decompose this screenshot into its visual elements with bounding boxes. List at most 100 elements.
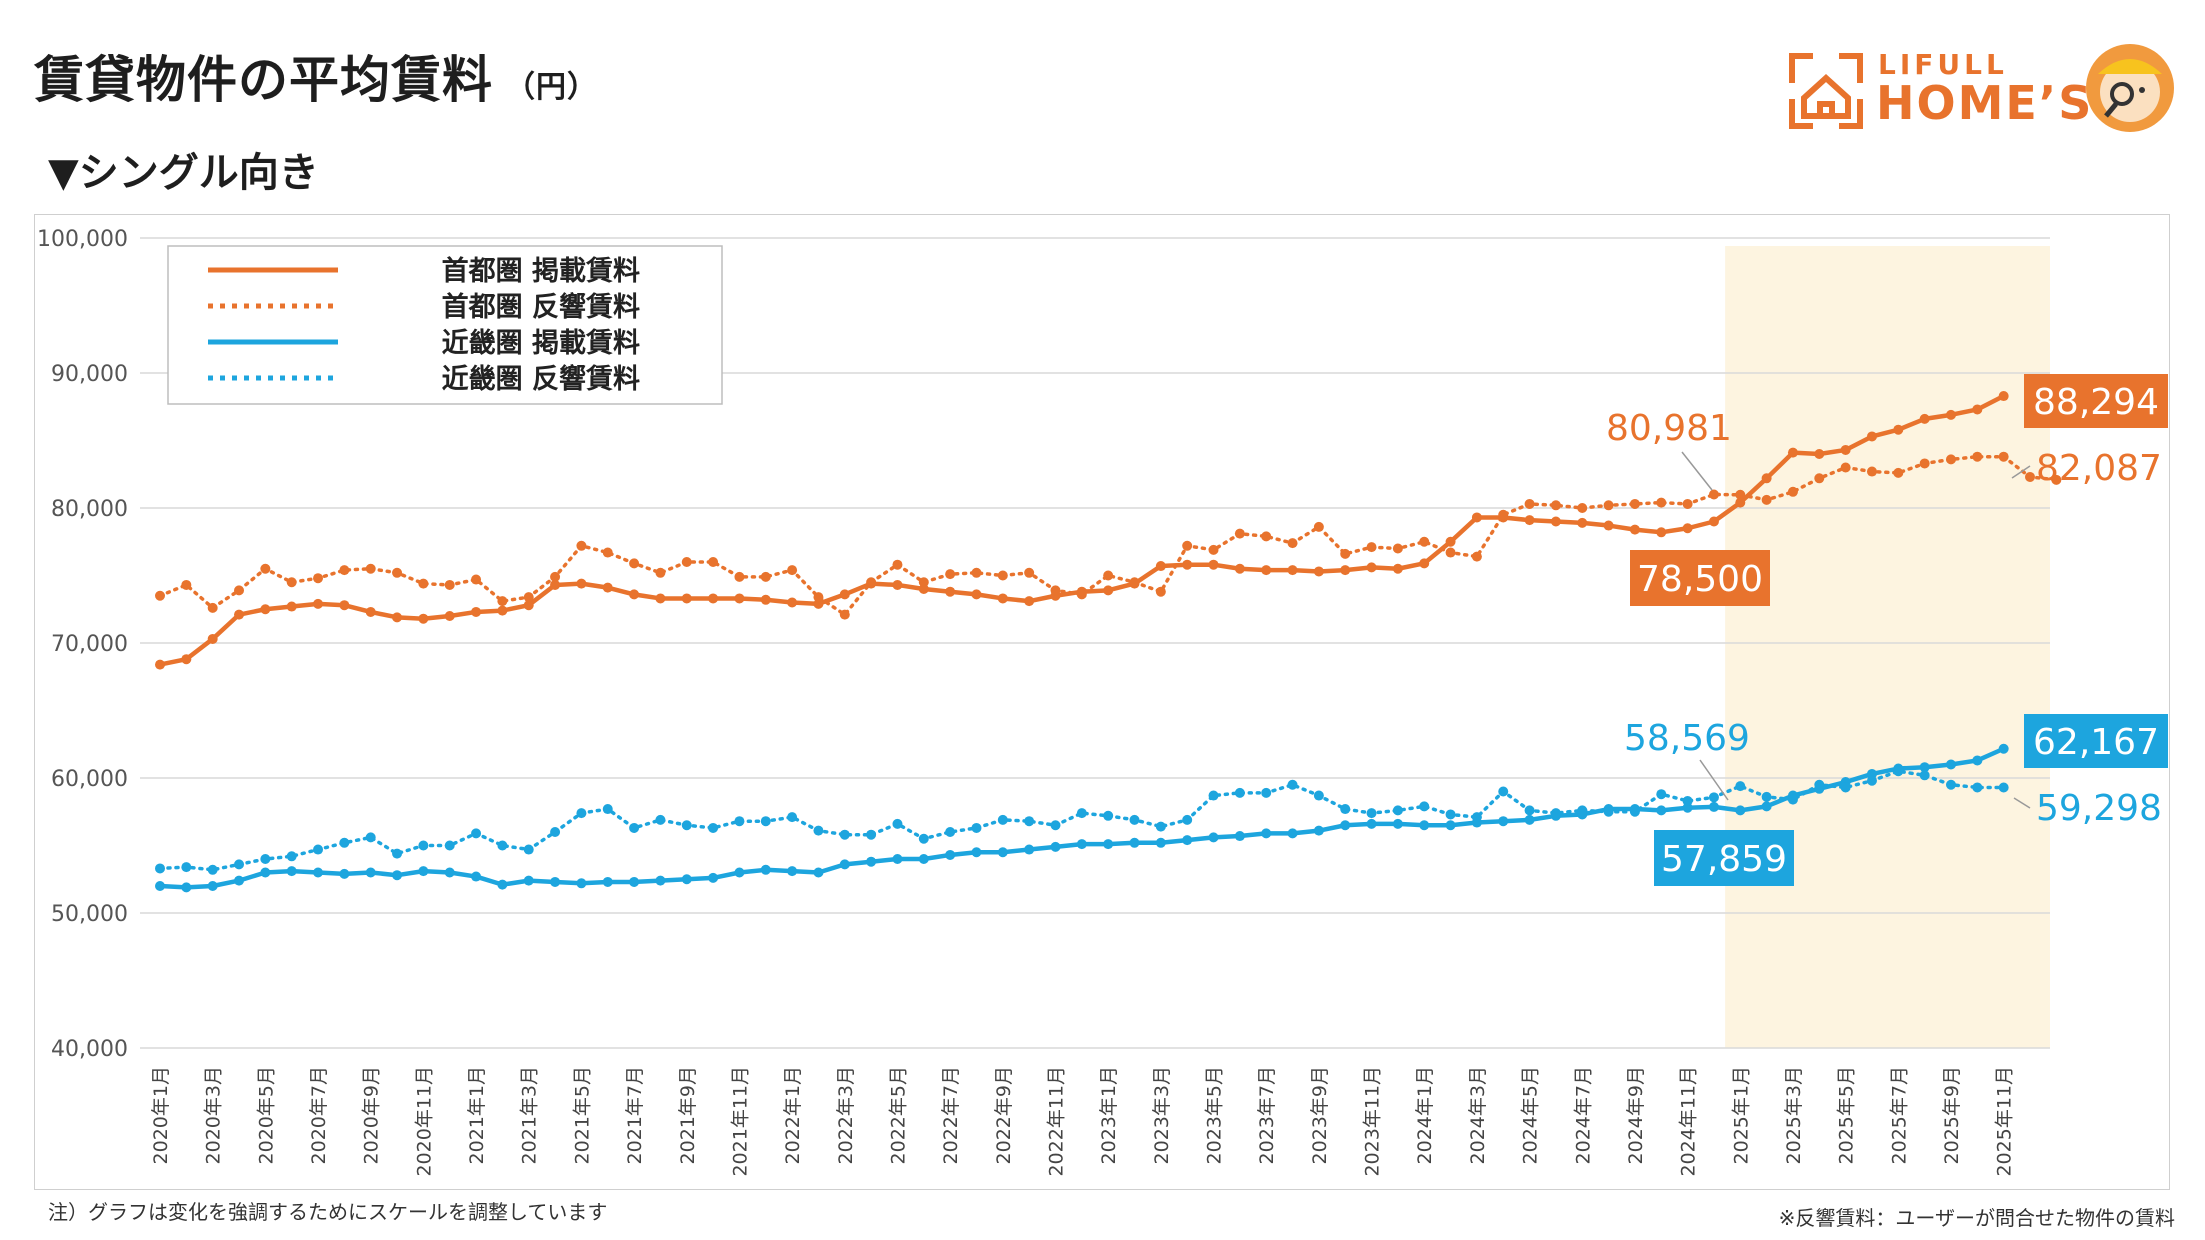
data-point [892,854,903,864]
data-point [365,867,376,878]
data-point [813,592,824,603]
data-point [1366,808,1377,819]
y-tick-label: 60,000 [51,767,128,792]
x-tick-label: 2024年11月 [1678,1066,1700,1177]
data-point [1972,782,1983,793]
data-point [1024,596,1035,607]
data-point [1498,816,1509,827]
x-tick-label: 2021年3月 [519,1066,541,1164]
data-point [997,847,1008,858]
data-point [1866,431,1877,442]
data-point [1366,562,1377,573]
data-point [181,862,192,873]
data-point [1577,517,1588,528]
data-point [866,577,877,588]
data-point [1735,497,1746,508]
data-point [1471,512,1482,523]
x-tick-label: 2022年3月 [835,1066,857,1164]
y-tick-label: 50,000 [51,902,128,927]
data-point [1629,806,1640,817]
data-point [1577,805,1588,816]
data-point [892,579,903,590]
data-point [207,633,218,644]
data-point [1419,820,1430,831]
data-point [1313,790,1324,801]
brand-logo[interactable]: LIFULL HOME’S [1780,40,2180,140]
data-point [1550,516,1561,527]
data-point [471,828,482,839]
data-point [523,875,534,886]
data-point [1498,509,1509,520]
data-point [1445,820,1456,831]
data-point [444,867,455,878]
callout-label: 78,500 [1637,559,1763,600]
callout-leader [1699,759,1729,801]
data-point [1998,451,2009,462]
data-point [1234,831,1245,842]
x-tick-label: 2021年9月 [677,1066,699,1164]
x-tick-label: 2024年7月 [1572,1066,1594,1164]
data-point [1129,577,1140,588]
legend-label: 首都圏 反響賃料 [442,291,640,323]
data-point [234,609,245,620]
data-point [550,827,561,837]
x-tick-label: 2020年1月 [150,1066,172,1164]
data-point [1656,789,1667,800]
callout-box [2024,714,2168,768]
highlight-band-2025 [1725,246,2050,1048]
data-point [1682,795,1693,806]
data-point [1603,520,1614,531]
data-point [1787,794,1798,805]
callout-box [1630,550,1770,606]
data-point [708,557,719,567]
y-tick-label: 80,000 [51,497,128,522]
data-point [523,844,534,855]
data-point [444,611,455,621]
data-point [1735,489,1746,500]
data-point [1340,565,1351,576]
x-tick-label: 2020年5月 [255,1066,277,1164]
data-point [1129,837,1140,848]
data-point [1814,449,1825,459]
data-point [1182,559,1193,570]
data-point [971,589,982,600]
data-point [181,654,192,665]
data-point [681,593,692,604]
scale-note: 注）グラフは変化を強調するためにスケールを調整しています [48,1200,608,1224]
data-point [576,578,587,589]
data-point [1261,565,1272,576]
data-point [155,590,165,601]
data-point [1998,782,2009,793]
data-point [181,882,192,893]
data-point [1787,486,1798,497]
callout-label: 58,569 [1624,718,1750,759]
data-point [1603,806,1614,817]
data-point [497,596,508,607]
data-point [1498,786,1509,797]
logo-text-lifull: LIFULL [1878,48,2008,81]
data-point [1445,547,1456,558]
y-tick-label: 90,000 [51,362,128,387]
data-point [550,579,561,590]
data-point [471,606,482,617]
data-point [787,812,798,823]
data-point [1234,563,1245,574]
data-point [839,609,850,620]
data-point [708,822,719,833]
data-point [1814,473,1825,484]
data-point [1656,497,1667,508]
data-point [1682,523,1693,534]
data-point [339,600,350,611]
data-point [1261,828,1272,839]
data-point [892,559,903,570]
chart-frame [34,214,2170,1190]
definition-note: ※反響賃料：ユーザーが問合せた物件の賃料 [1778,1206,2175,1230]
data-point [155,659,165,670]
data-point [471,574,482,585]
data-point [313,867,324,878]
legend-label: 近畿圏 掲載賃料 [442,328,640,359]
data-point [1919,770,1930,781]
data-point [655,567,666,578]
data-point [1024,816,1035,827]
